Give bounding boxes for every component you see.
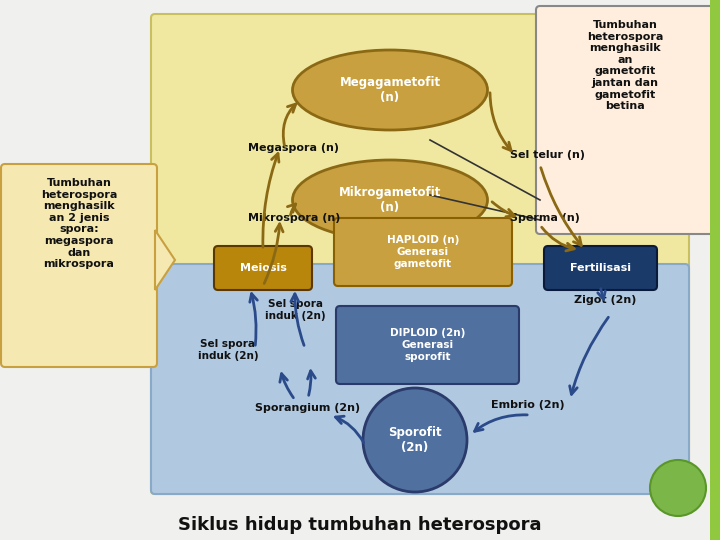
Text: Siklus hidup tumbuhan heterospora: Siklus hidup tumbuhan heterospora	[179, 516, 541, 534]
Text: Embrio (2n): Embrio (2n)	[491, 400, 564, 410]
Text: Megaspora (n): Megaspora (n)	[248, 143, 339, 153]
Text: Tumbuhan
heterospora
menghasilk
an 2 jenis
spora:
megaspora
dan
mikrospora: Tumbuhan heterospora menghasilk an 2 jen…	[41, 178, 117, 269]
FancyBboxPatch shape	[536, 6, 714, 234]
FancyBboxPatch shape	[151, 14, 689, 494]
Polygon shape	[155, 230, 175, 290]
Text: Sporofit
(2n): Sporofit (2n)	[388, 426, 442, 454]
Text: Sperma (n): Sperma (n)	[510, 213, 580, 223]
Text: Megagametofit
(n): Megagametofit (n)	[339, 76, 441, 104]
Circle shape	[650, 460, 706, 516]
Ellipse shape	[292, 50, 487, 130]
Text: Sel telur (n): Sel telur (n)	[510, 150, 585, 160]
FancyBboxPatch shape	[151, 264, 689, 494]
Text: Tumbuhan
heterospora
menghasilk
an
gametofit
jantan dan
gametofit
betina: Tumbuhan heterospora menghasilk an gamet…	[587, 20, 663, 111]
FancyBboxPatch shape	[334, 218, 512, 286]
Text: Sporangium (2n): Sporangium (2n)	[256, 403, 361, 413]
Text: Meiosis: Meiosis	[240, 263, 287, 273]
Text: DIPLOID (2n)
Generasi
sporofit: DIPLOID (2n) Generasi sporofit	[390, 328, 465, 362]
Text: Fertilisasi: Fertilisasi	[570, 263, 631, 273]
FancyBboxPatch shape	[544, 246, 657, 290]
Text: Mikrospora (n): Mikrospora (n)	[248, 213, 341, 223]
Circle shape	[363, 388, 467, 492]
Ellipse shape	[292, 160, 487, 240]
Text: Sel spora
induk (2n): Sel spora induk (2n)	[198, 339, 258, 361]
FancyBboxPatch shape	[1, 164, 157, 367]
FancyBboxPatch shape	[214, 246, 312, 290]
FancyBboxPatch shape	[710, 0, 720, 540]
Text: HAPLOID (n)
Generasi
gametofit: HAPLOID (n) Generasi gametofit	[387, 235, 459, 268]
Text: Zigot (2n): Zigot (2n)	[574, 295, 636, 305]
FancyBboxPatch shape	[336, 306, 519, 384]
Text: Sel spora
induk (2n): Sel spora induk (2n)	[265, 299, 325, 321]
Text: Mikrogametofit
(n): Mikrogametofit (n)	[339, 186, 441, 214]
